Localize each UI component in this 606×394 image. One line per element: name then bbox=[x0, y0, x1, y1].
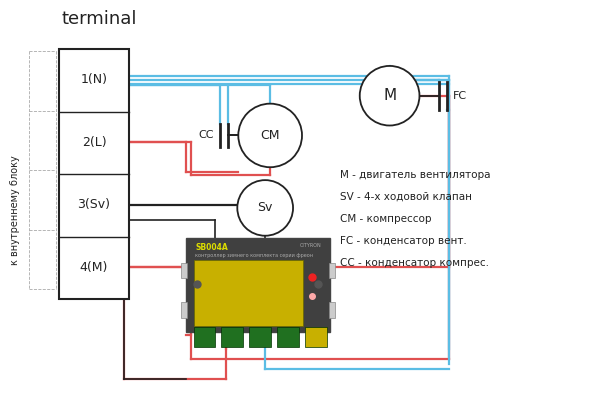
Text: СС - конденсатор компрес.: СС - конденсатор компрес. bbox=[340, 258, 489, 268]
Text: SV - 4-х ходовой клапан: SV - 4-х ходовой клапан bbox=[340, 192, 472, 202]
Circle shape bbox=[360, 66, 419, 126]
Bar bbox=[221, 327, 243, 347]
Bar bbox=[277, 327, 299, 347]
Bar bbox=[305, 327, 327, 347]
Bar bbox=[329, 302, 335, 318]
Text: 3(Sv): 3(Sv) bbox=[78, 199, 110, 212]
Text: terminal: terminal bbox=[61, 10, 136, 28]
Text: CITYRON: CITYRON bbox=[300, 243, 322, 248]
Text: M: M bbox=[383, 88, 396, 103]
Text: к внутреннему блоку: к внутреннему блоку bbox=[10, 155, 21, 265]
Bar bbox=[181, 302, 187, 318]
Bar bbox=[181, 262, 187, 279]
Text: 1(N): 1(N) bbox=[81, 73, 107, 86]
Text: СМ - компрессор: СМ - компрессор bbox=[340, 214, 431, 224]
Bar bbox=[185, 238, 330, 332]
Text: 2(L): 2(L) bbox=[82, 136, 106, 149]
Bar bbox=[59, 49, 129, 299]
Text: 4(M): 4(M) bbox=[80, 261, 108, 274]
Bar bbox=[329, 262, 335, 279]
Text: FC - конденсатор вент.: FC - конденсатор вент. bbox=[340, 236, 467, 246]
Bar bbox=[193, 260, 303, 326]
Bar bbox=[249, 327, 271, 347]
Text: М - двигатель вентилятора: М - двигатель вентилятора bbox=[340, 170, 490, 180]
Circle shape bbox=[238, 180, 293, 236]
Text: CM: CM bbox=[261, 129, 280, 142]
Text: контроллер зимнего комплекта серии фреон: контроллер зимнего комплекта серии фреон bbox=[196, 253, 313, 258]
Text: SB004A: SB004A bbox=[196, 243, 228, 252]
Text: FC: FC bbox=[453, 91, 467, 101]
Circle shape bbox=[238, 104, 302, 167]
Text: CC: CC bbox=[199, 130, 214, 140]
Bar bbox=[193, 327, 215, 347]
Text: Sv: Sv bbox=[258, 201, 273, 214]
